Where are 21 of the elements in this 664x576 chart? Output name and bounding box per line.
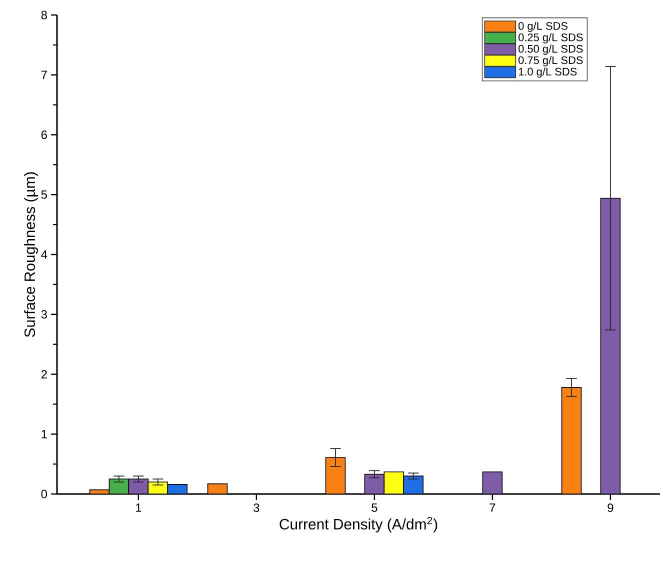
legend-label: 0.25 g/L SDS: [518, 33, 583, 44]
legend-label: 0 g/L SDS: [518, 22, 568, 32]
x-tick-label: 5: [372, 504, 378, 512]
y-tick-label: 6: [41, 130, 47, 139]
y-tick-label: 4: [41, 250, 48, 259]
y-tick-label: 1: [42, 430, 47, 438]
legend-label: 0.50 g/L SDS: [518, 44, 583, 55]
x-tick-label: 1: [136, 504, 142, 512]
y-tick-label: 2: [41, 370, 47, 378]
x-tick-label: 3: [254, 504, 260, 512]
x-axis-title: Current Density (A/dm$^{2}$): [280, 516, 438, 532]
y-tick-label: 5: [41, 190, 47, 199]
legend-label: 0.75 g/L SDS: [518, 56, 583, 66]
y-tick-label: 7: [41, 70, 47, 79]
y-tick-label: 8: [41, 10, 47, 20]
legend-label: 1.0 g/L SDS: [518, 67, 577, 78]
x-tick-label: 7: [490, 504, 496, 512]
x-tick-label: 9: [608, 504, 614, 512]
y-axis-title: Surface Roughness (µm): [24, 172, 38, 338]
y-tick-label: 0: [41, 490, 48, 498]
y-tick-label: 3: [41, 310, 47, 319]
